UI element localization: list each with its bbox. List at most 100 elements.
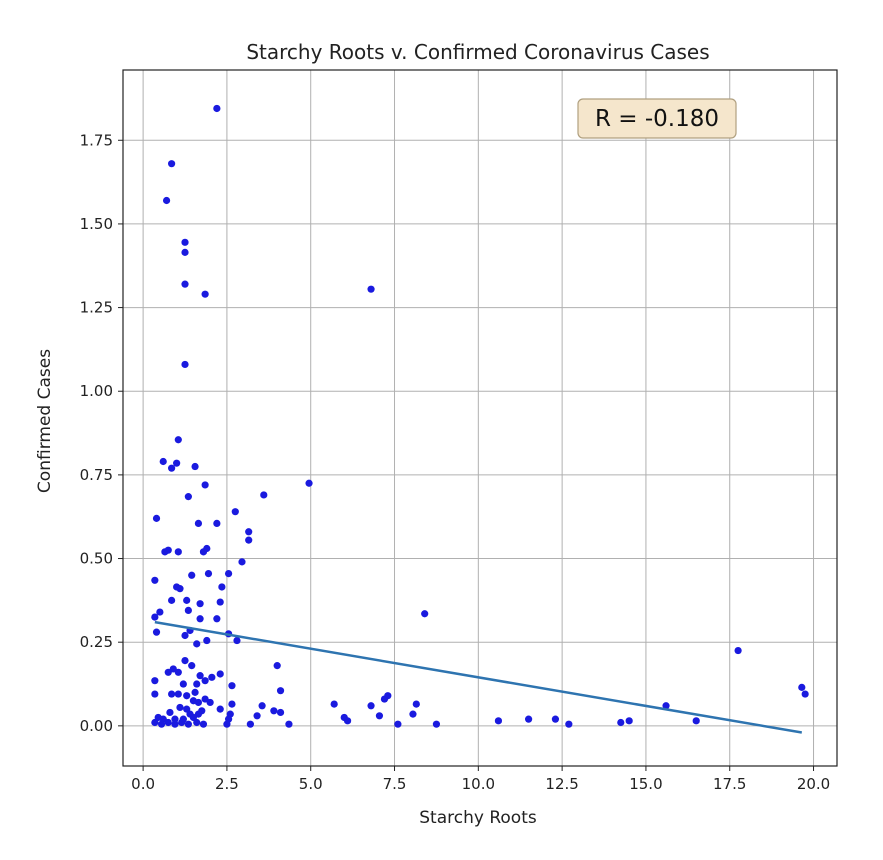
scatter-point <box>174 548 182 556</box>
scatter-point <box>191 688 199 696</box>
scatter-point <box>157 720 166 728</box>
scatter-point <box>162 196 171 205</box>
scatter-point <box>223 720 231 728</box>
y-tick-label: 0.75 <box>80 466 113 484</box>
x-tick-label: 15.0 <box>629 775 662 793</box>
scatter-point <box>164 718 172 727</box>
scatter-point <box>662 702 670 710</box>
scatter-point <box>168 464 176 472</box>
scatter-point <box>199 720 208 728</box>
scatter-point <box>164 668 172 676</box>
scatter-point <box>178 718 186 727</box>
scatter-point <box>692 717 700 725</box>
scatter-point <box>421 610 429 618</box>
y-tick-label: 1.25 <box>80 299 113 317</box>
scatter-point <box>156 608 164 616</box>
scatter-point <box>193 680 201 688</box>
scatter-point <box>151 576 159 584</box>
scatter-point <box>164 546 172 554</box>
scatter-point <box>801 690 809 698</box>
y-tick-label: 0.50 <box>80 550 113 568</box>
scatter-point <box>208 673 216 681</box>
annotation-text: R = -0.180 <box>595 106 719 132</box>
scatter-point <box>394 720 402 728</box>
scatter-point <box>228 700 236 708</box>
scatter-point <box>276 687 285 695</box>
scatter-point <box>193 718 201 727</box>
scatter-point <box>494 717 503 725</box>
x-tick-label: 17.5 <box>713 775 746 793</box>
scatter-point <box>201 290 209 298</box>
scatter-point <box>551 715 560 723</box>
scatter-point <box>380 695 389 703</box>
scatter-point <box>213 519 221 528</box>
y-tick-label: 1.75 <box>80 131 113 149</box>
data-points <box>151 104 809 728</box>
scatter-point <box>204 569 213 578</box>
scatter-point <box>375 712 384 720</box>
scatter-point <box>152 628 161 636</box>
scatter-point <box>203 636 211 645</box>
scatter-point <box>625 717 633 725</box>
scatter-point <box>168 596 176 604</box>
scatter-point <box>432 720 441 728</box>
scatter-point <box>525 715 533 723</box>
scatter-point <box>196 672 204 680</box>
scatter-point <box>174 668 182 676</box>
scatter-point <box>193 640 201 648</box>
scatter-point <box>194 698 203 707</box>
scatter-point <box>228 682 236 690</box>
scatter-point <box>218 583 226 591</box>
scatter-point <box>203 544 211 553</box>
scatter-point <box>194 519 203 528</box>
y-axis-label: Confirmed Cases <box>35 349 55 493</box>
scatter-point <box>173 459 181 467</box>
x-axis-ticks: 0.0 2.5 5.0 7.5 10.0 12.5 15.0 17.5 20.0 <box>131 766 830 793</box>
scatter-point <box>176 585 184 593</box>
x-tick-label: 0.0 <box>131 775 155 793</box>
scatter-point <box>168 690 176 698</box>
scatter-point <box>183 596 191 604</box>
scatter-point <box>409 710 417 718</box>
scatter-point <box>330 700 338 708</box>
scatter-point <box>201 677 209 685</box>
regression-line <box>154 620 803 734</box>
scatter-point <box>367 702 375 710</box>
scatter-point <box>270 707 278 715</box>
scatter-point <box>367 285 375 293</box>
scatter-point <box>216 670 224 678</box>
scatter-point <box>152 514 161 522</box>
correlation-annotation: R = -0.180 <box>577 98 737 139</box>
x-axis-label: Starchy Roots <box>419 808 537 828</box>
scatter-point <box>734 646 742 655</box>
scatter-point <box>188 571 196 579</box>
scatter-point <box>196 600 204 608</box>
scatter-point <box>181 656 189 665</box>
scatter-point <box>245 536 253 544</box>
scatter-point <box>181 631 189 640</box>
scatter-point <box>191 462 199 471</box>
scatter-point <box>245 528 253 536</box>
scatter-point <box>238 558 246 566</box>
scatter-point <box>224 569 233 578</box>
scatter-point <box>151 613 159 621</box>
scatter-point <box>231 508 239 516</box>
scatter-point <box>151 677 159 685</box>
scatter-point <box>213 615 221 623</box>
scatter-point <box>188 662 196 670</box>
scatter-point <box>171 720 179 728</box>
scatter-point <box>258 702 266 710</box>
scatter-point <box>184 720 192 728</box>
chart-title: Starchy Roots v. Confirmed Coronavirus C… <box>246 40 709 64</box>
scatter-point <box>233 636 241 645</box>
y-tick-label: 0.25 <box>80 633 113 651</box>
scatter-point <box>151 718 159 727</box>
scatter-point <box>213 104 221 113</box>
x-tick-label: 10.0 <box>462 775 495 793</box>
scatter-point <box>273 662 281 670</box>
y-tick-label: 1.00 <box>80 382 113 400</box>
scatter-point <box>168 160 176 168</box>
x-tick-label: 7.5 <box>383 775 407 793</box>
